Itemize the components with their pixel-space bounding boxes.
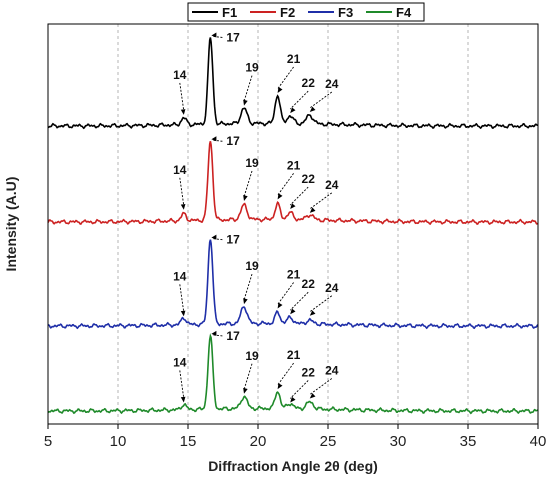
peak-leader	[179, 82, 185, 111]
peak-arrowhead	[243, 298, 248, 305]
peak-leader	[309, 91, 333, 109]
peak-arrowhead	[211, 32, 217, 38]
x-tick-label: 35	[460, 433, 477, 450]
peak-arrowhead	[290, 203, 296, 210]
peak-leader	[179, 177, 185, 206]
series-f1-line	[47, 37, 539, 130]
peak-label-14: 14	[173, 68, 187, 82]
peak-leader	[243, 170, 253, 198]
series-f2-line	[47, 141, 539, 226]
peak-leader	[309, 378, 333, 395]
peak-label-21: 21	[287, 158, 301, 172]
peak-label-22: 22	[302, 277, 316, 291]
peak-label-22: 22	[302, 365, 316, 379]
peak-leader	[179, 284, 185, 313]
peak-arrowhead	[211, 330, 217, 336]
legend-box	[187, 2, 425, 22]
peak-leader	[289, 291, 309, 311]
peak-label-24: 24	[325, 281, 339, 295]
peak-leader	[277, 362, 294, 386]
peak-arrowhead	[243, 195, 248, 201]
peak-leader	[243, 273, 253, 301]
plot-frame	[47, 23, 539, 425]
peak-arrowhead	[243, 99, 248, 106]
x-axis: 5 10 15 20 25 30 35 40	[44, 424, 547, 450]
peak-label-17: 17	[226, 329, 240, 343]
peak-arrowhead	[290, 308, 296, 315]
peak-label-22: 22	[302, 172, 316, 186]
peak-leader	[243, 75, 253, 102]
peak-leader	[289, 186, 309, 206]
peak-label-19: 19	[245, 349, 259, 363]
peak-label-21: 21	[287, 268, 301, 282]
legend: F1 F2 F3 F4	[187, 2, 425, 22]
peak-arrowhead	[211, 234, 217, 240]
peak-label-24: 24	[325, 178, 339, 192]
peak-leader	[243, 363, 253, 390]
legend-label-f1: F1	[222, 5, 237, 20]
peak-label-14: 14	[173, 355, 187, 369]
peak-arrowhead	[243, 387, 248, 394]
peak-leader	[289, 380, 309, 399]
peak-arrowhead	[277, 193, 283, 200]
x-tick-label: 30	[390, 433, 407, 450]
peak-label-21: 21	[287, 348, 301, 362]
peak-arrowhead	[309, 393, 316, 399]
peak-arrowhead	[290, 107, 296, 114]
peak-arrowhead	[309, 207, 316, 213]
peak-label-17: 17	[226, 30, 240, 44]
peak-arrowhead	[290, 396, 296, 403]
x-tick-label: 25	[320, 433, 337, 450]
peak-leader	[309, 295, 333, 313]
series-layer	[47, 37, 539, 415]
peak-arrowhead	[277, 87, 283, 93]
x-tick-label: 15	[180, 433, 197, 450]
peak-arrowhead	[180, 203, 186, 210]
x-tick-label: 10	[110, 433, 127, 450]
series-f3-line	[47, 239, 539, 330]
peak-leader	[289, 90, 309, 110]
peak-label-24: 24	[325, 364, 339, 378]
peak-arrowhead	[180, 396, 186, 403]
x-tick-label: 40	[530, 433, 547, 450]
peak-arrowhead	[277, 383, 283, 390]
peak-label-17: 17	[226, 233, 240, 247]
y-axis-title: Intensity (A.U)	[3, 177, 19, 272]
legend-label-f4: F4	[396, 5, 412, 20]
peak-arrowhead	[309, 106, 316, 113]
peak-arrowhead	[309, 310, 316, 316]
x-tick-label: 5	[44, 433, 52, 450]
legend-label-f2: F2	[280, 5, 295, 20]
peak-leader	[277, 173, 294, 196]
peak-label-24: 24	[325, 77, 339, 91]
peak-arrowhead	[180, 109, 186, 115]
x-axis-title: Diffraction Angle 2θ (deg)	[208, 458, 378, 474]
series-f4-line	[47, 333, 539, 415]
peak-arrowhead	[180, 310, 186, 317]
x-tick-label: 20	[250, 433, 267, 450]
peak-leader	[309, 192, 333, 210]
peak-label-14: 14	[173, 269, 187, 283]
peak-label-22: 22	[302, 76, 316, 90]
peak-leader	[277, 282, 294, 305]
peak-label-19: 19	[245, 61, 259, 75]
peak-label-19: 19	[245, 156, 259, 170]
peak-arrowhead	[211, 136, 217, 142]
peak-arrowhead	[277, 302, 283, 309]
peak-label-19: 19	[245, 259, 259, 273]
peak-label-14: 14	[173, 163, 187, 177]
peak-leader	[179, 370, 185, 399]
grid	[117, 24, 469, 424]
peak-leader	[277, 66, 294, 90]
peak-label-21: 21	[287, 52, 301, 66]
peak-label-17: 17	[226, 134, 240, 148]
legend-label-f3: F3	[338, 5, 353, 20]
